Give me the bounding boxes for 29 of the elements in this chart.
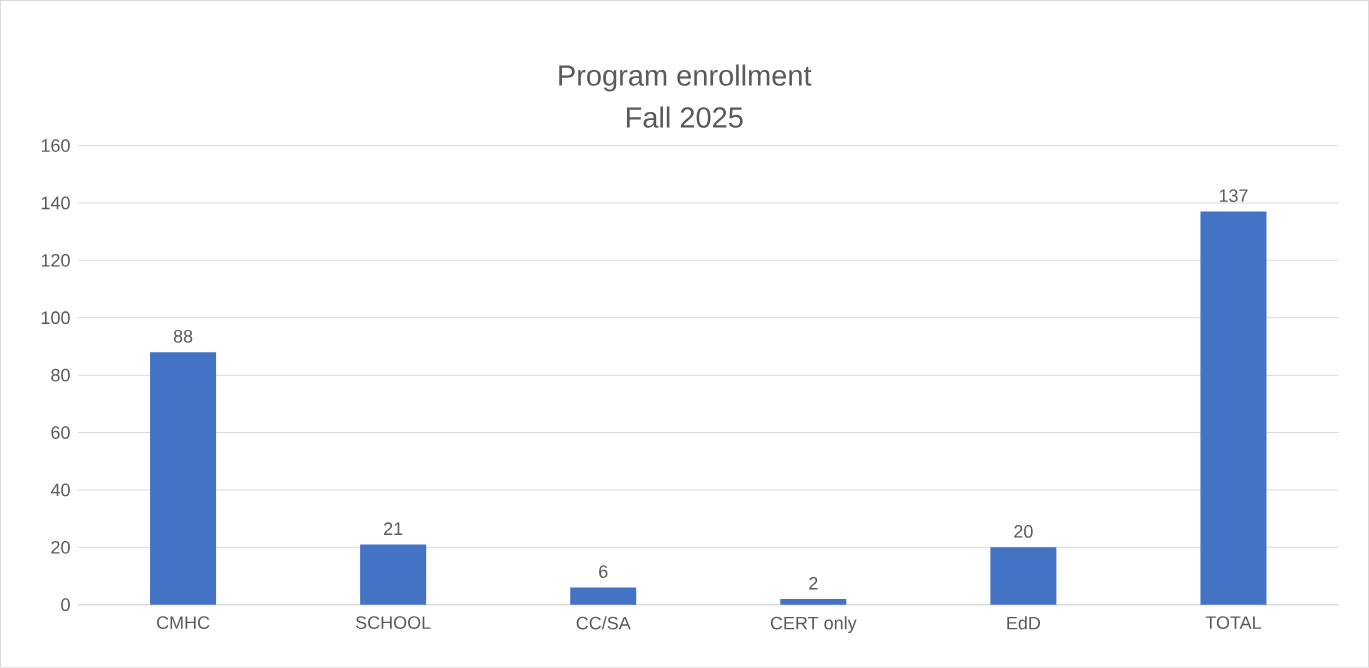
data-label: 21 <box>384 522 403 536</box>
data-label: 137 <box>1219 189 1248 203</box>
y-tick-label: 80 <box>51 368 70 382</box>
x-tick-label: SCHOOL <box>355 616 431 630</box>
y-tick-label: 100 <box>41 311 70 325</box>
bar <box>360 544 427 605</box>
x-tick-label: CMHC <box>156 616 210 630</box>
y-tick-label: 40 <box>50 483 70 497</box>
y-tick-label: 0 <box>61 598 70 612</box>
y-tick-label: 60 <box>51 426 70 440</box>
chart-title: Program enrollment <box>559 64 812 92</box>
chart-subtitle: Fall 2025 <box>626 106 743 128</box>
y-tick-label: 20 <box>51 541 70 554</box>
bar <box>990 547 1057 605</box>
x-tick-label: CC/SA <box>576 616 631 630</box>
bar <box>570 587 637 605</box>
x-tick-label: TOTAL <box>1205 616 1262 630</box>
bar <box>780 599 847 605</box>
y-tick-label: 120 <box>41 254 70 267</box>
x-tick-label: EdD <box>1007 616 1041 630</box>
y-tick-label: 160 <box>41 139 70 153</box>
data-label: 2 <box>809 577 818 590</box>
bar <box>1200 211 1267 605</box>
data-label: 88 <box>173 330 193 343</box>
data-label: 20 <box>1014 525 1033 538</box>
data-label: 6 <box>599 565 608 579</box>
bar <box>150 352 217 605</box>
x-tick-label: CERT only <box>770 616 857 634</box>
y-tick-label: 140 <box>41 196 70 210</box>
